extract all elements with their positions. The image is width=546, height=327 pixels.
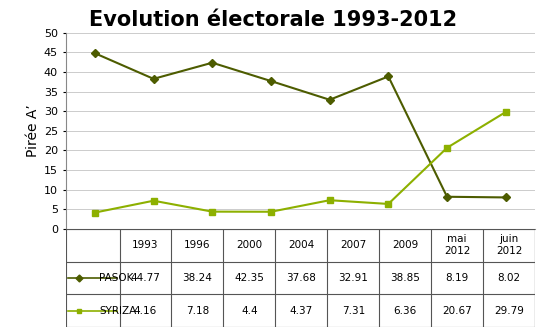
Text: 4.16: 4.16	[134, 306, 157, 316]
Text: SYRIZA: SYRIZA	[99, 306, 136, 316]
Text: 38.24: 38.24	[182, 273, 212, 283]
Text: 4.37: 4.37	[290, 306, 313, 316]
Text: 38.85: 38.85	[390, 273, 420, 283]
Text: 42.35: 42.35	[234, 273, 264, 283]
Text: 2000: 2000	[236, 240, 263, 250]
Y-axis label: Pirée A’: Pirée A’	[26, 104, 40, 157]
Text: 20.67: 20.67	[442, 306, 472, 316]
Text: 2007: 2007	[340, 240, 366, 250]
Text: 8.19: 8.19	[446, 273, 469, 283]
Text: 4.4: 4.4	[241, 306, 258, 316]
Text: 29.79: 29.79	[494, 306, 524, 316]
Text: 44.77: 44.77	[130, 273, 161, 283]
Text: 2004: 2004	[288, 240, 314, 250]
Text: 2009: 2009	[392, 240, 418, 250]
Text: 1993: 1993	[132, 240, 159, 250]
Text: 1996: 1996	[184, 240, 211, 250]
Text: 32.91: 32.91	[339, 273, 368, 283]
Text: 7.18: 7.18	[186, 306, 209, 316]
Text: PASOK: PASOK	[99, 273, 133, 283]
Text: 6.36: 6.36	[394, 306, 417, 316]
Text: juin
2012: juin 2012	[496, 234, 523, 256]
Text: mai
2012: mai 2012	[444, 234, 470, 256]
Text: 8.02: 8.02	[497, 273, 521, 283]
Text: Evolution électorale 1993-2012: Evolution électorale 1993-2012	[89, 10, 457, 30]
Text: 7.31: 7.31	[342, 306, 365, 316]
Text: 37.68: 37.68	[287, 273, 316, 283]
